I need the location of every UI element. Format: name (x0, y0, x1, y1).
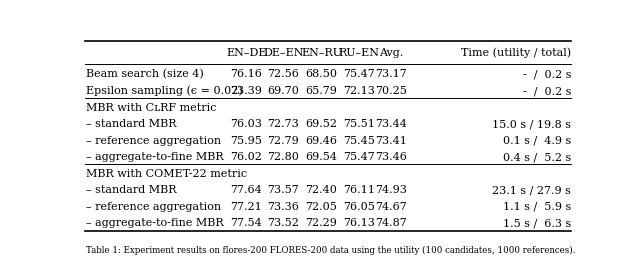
Text: Table 1: Experiment results on flores-200 FLORES-200 data using the utility (100: Table 1: Experiment results on flores-20… (86, 246, 575, 255)
Text: 73.57: 73.57 (268, 185, 300, 195)
Text: 75.45: 75.45 (343, 136, 374, 146)
Text: Beam search (size 4): Beam search (size 4) (86, 69, 204, 80)
Text: -  /  0.2 s: - / 0.2 s (522, 86, 571, 96)
Text: 69.46: 69.46 (305, 136, 337, 146)
Text: 74.67: 74.67 (375, 202, 407, 212)
Text: 77.54: 77.54 (230, 218, 262, 228)
Text: 75.47: 75.47 (343, 152, 374, 162)
Text: 72.40: 72.40 (306, 185, 337, 195)
Text: EN–DE: EN–DE (226, 48, 266, 58)
Text: 73.41: 73.41 (375, 136, 407, 146)
Text: 15.0 s / 19.8 s: 15.0 s / 19.8 s (492, 119, 571, 129)
Text: Avg.: Avg. (379, 48, 403, 58)
Text: – aggregate-to-fine MBR: – aggregate-to-fine MBR (86, 218, 223, 228)
Text: 72.05: 72.05 (306, 202, 337, 212)
Text: 72.56: 72.56 (268, 69, 300, 79)
Text: – reference aggregation: – reference aggregation (86, 136, 221, 146)
Text: 1.5 s /  6.3 s: 1.5 s / 6.3 s (503, 218, 571, 228)
Text: 68.50: 68.50 (305, 69, 337, 79)
Text: 77.21: 77.21 (230, 202, 262, 212)
Text: 76.03: 76.03 (230, 119, 262, 129)
Text: DE–EN: DE–EN (263, 48, 303, 58)
Text: MBR with CʟRF metric: MBR with CʟRF metric (86, 102, 216, 113)
Text: 77.64: 77.64 (230, 185, 262, 195)
Text: Epsilon sampling (ϵ = 0.02): Epsilon sampling (ϵ = 0.02) (86, 86, 243, 96)
Text: 74.87: 74.87 (375, 218, 407, 228)
Text: 76.11: 76.11 (343, 185, 374, 195)
Text: – aggregate-to-fine MBR: – aggregate-to-fine MBR (86, 152, 223, 162)
Text: 73.46: 73.46 (375, 152, 407, 162)
Text: 69.70: 69.70 (268, 86, 300, 96)
Text: 72.73: 72.73 (268, 119, 300, 129)
Text: 72.79: 72.79 (268, 136, 300, 146)
Text: 0.1 s /  4.9 s: 0.1 s / 4.9 s (503, 136, 571, 146)
Text: 69.54: 69.54 (305, 152, 337, 162)
Text: 69.52: 69.52 (305, 119, 337, 129)
Text: 73.36: 73.36 (268, 202, 300, 212)
Text: 73.39: 73.39 (230, 86, 262, 96)
Text: 76.16: 76.16 (230, 69, 262, 79)
Text: RU–EN: RU–EN (339, 48, 380, 58)
Text: 75.47: 75.47 (343, 69, 374, 79)
Text: 76.05: 76.05 (343, 202, 374, 212)
Text: 23.1 s / 27.9 s: 23.1 s / 27.9 s (492, 185, 571, 195)
Text: Time (utility / total): Time (utility / total) (461, 47, 571, 58)
Text: 75.95: 75.95 (230, 136, 262, 146)
Text: 75.51: 75.51 (343, 119, 374, 129)
Text: – standard MBR: – standard MBR (86, 185, 177, 195)
Text: 70.25: 70.25 (375, 86, 407, 96)
Text: 72.80: 72.80 (268, 152, 300, 162)
Text: 76.02: 76.02 (230, 152, 262, 162)
Text: 73.52: 73.52 (268, 218, 300, 228)
Text: 72.29: 72.29 (306, 218, 337, 228)
Text: MBR with COMET-22 metric: MBR with COMET-22 metric (86, 169, 247, 179)
Text: 74.93: 74.93 (375, 185, 407, 195)
Text: 65.79: 65.79 (306, 86, 337, 96)
Text: -  /  0.2 s: - / 0.2 s (522, 69, 571, 79)
Text: EN–RU: EN–RU (301, 48, 342, 58)
Text: 76.13: 76.13 (343, 218, 374, 228)
Text: 73.17: 73.17 (375, 69, 407, 79)
Text: 0.4 s /  5.2 s: 0.4 s / 5.2 s (503, 152, 571, 162)
Text: 73.44: 73.44 (375, 119, 407, 129)
Text: 1.1 s /  5.9 s: 1.1 s / 5.9 s (503, 202, 571, 212)
Text: – reference aggregation: – reference aggregation (86, 202, 221, 212)
Text: 72.13: 72.13 (343, 86, 374, 96)
Text: – standard MBR: – standard MBR (86, 119, 177, 129)
